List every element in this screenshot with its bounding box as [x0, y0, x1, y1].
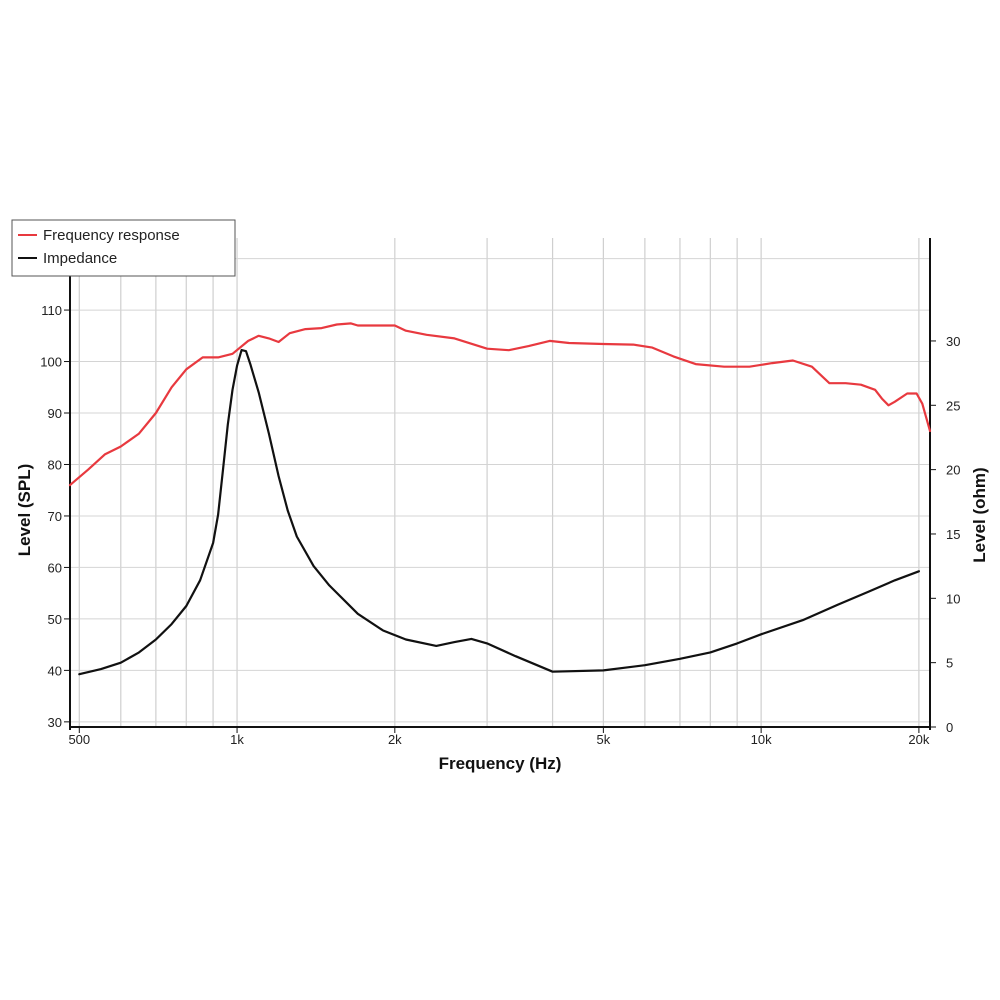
right-tick-label: 30: [946, 334, 960, 349]
left-tick-label: 110: [41, 303, 62, 318]
right-tick-label: 10: [946, 591, 960, 606]
legend: Frequency response Impedance: [11, 219, 236, 277]
x-tick-label: 20k: [908, 732, 929, 747]
right-tick-label: 25: [946, 398, 960, 413]
left-tick-label: 100: [40, 355, 62, 370]
series-lines: [68, 322, 932, 676]
x-tick-label: 2k: [388, 732, 402, 747]
left-tick-label: 50: [48, 612, 62, 627]
right-tick-label: 15: [946, 527, 960, 542]
left-axis-title: Level (SPL): [15, 464, 34, 557]
left-tick-label: 80: [48, 457, 62, 472]
x-tick-label: 500: [68, 732, 90, 747]
right-tick-label: 0: [946, 720, 953, 735]
left-tick-label: 90: [48, 406, 62, 421]
legend-box: [11, 219, 236, 277]
left-tick-label: 30: [48, 715, 62, 730]
x-tick-label: 5k: [597, 732, 611, 747]
legend-frequency-response-label: Frequency response: [43, 227, 180, 244]
right-tick-label: 5: [946, 656, 953, 671]
x-tick-label: 10k: [751, 732, 772, 747]
right-axis-title: Level (ohm): [970, 467, 989, 562]
x-tick-label: 1k: [230, 732, 244, 747]
impedance-line: [78, 348, 920, 676]
left-tick-label: 60: [48, 560, 62, 575]
legend-impedance-label: Impedance: [43, 250, 117, 267]
left-tick-label: 70: [48, 509, 62, 524]
left-tick-label: 40: [48, 663, 62, 678]
x-axis-title: Frequency (Hz): [439, 754, 562, 773]
grid: [70, 238, 930, 727]
frequency-response-line: [68, 322, 932, 487]
right-tick-label: 20: [946, 463, 960, 478]
